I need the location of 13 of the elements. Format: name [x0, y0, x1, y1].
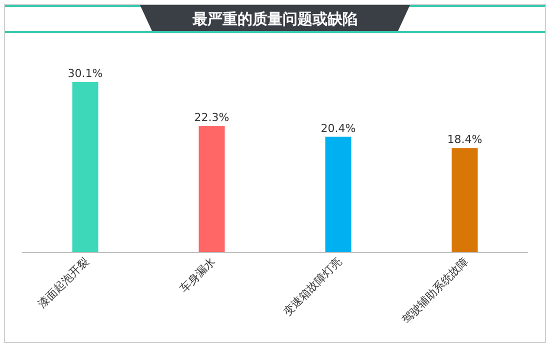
x-tick-label: 驾驶辅助系统故障 [399, 254, 471, 326]
chart-title: 最严重的质量问题或缺陷 [192, 10, 358, 28]
data-label: 22.3% [194, 111, 230, 124]
x-tick-label: 变速箱故障灯亮 [280, 254, 344, 319]
x-tick-label: 漆面起泡开裂 [36, 254, 92, 311]
bar [198, 126, 225, 252]
data-label: 20.4% [320, 122, 356, 135]
data-label: 30.1% [68, 67, 103, 80]
bar [72, 82, 98, 252]
data-label: 18.4% [447, 133, 482, 146]
x-tick-label: 车身漏水 [178, 254, 218, 296]
bar [325, 136, 352, 252]
bar [452, 148, 478, 252]
